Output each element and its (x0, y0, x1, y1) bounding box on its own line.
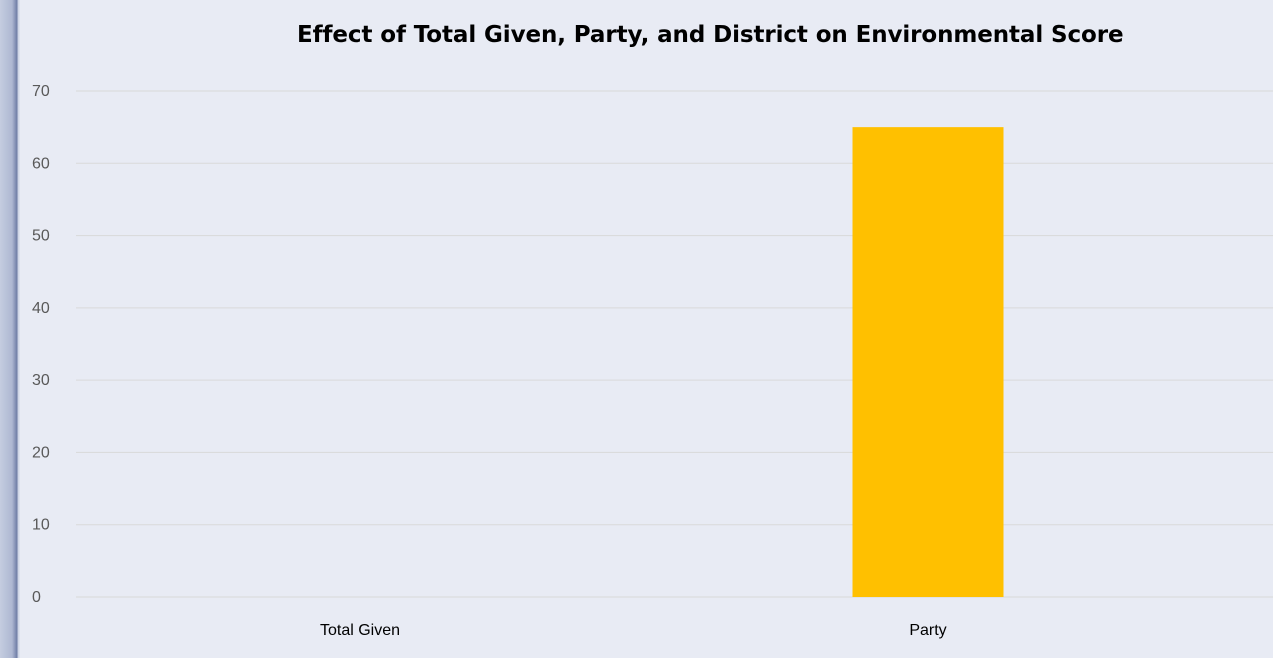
gridlines (76, 90, 1273, 598)
y-tick-label: 20 (32, 444, 50, 461)
x-category-label: Total Given (320, 622, 400, 639)
y-axis-ticks: 0 10 20 30 40 50 60 70 (32, 83, 50, 606)
y-tick-label: 50 (32, 228, 50, 245)
bar-party (852, 127, 1004, 598)
window-left-border (0, 0, 20, 658)
y-tick-label: 30 (32, 372, 50, 389)
y-tick-label: 70 (32, 83, 50, 100)
x-category-label: Party (909, 622, 946, 639)
y-tick-label: 10 (32, 517, 50, 534)
bars (852, 127, 1004, 598)
y-tick-label: 60 (32, 155, 50, 172)
y-tick-label: 40 (32, 300, 50, 317)
y-tick-label: 0 (32, 589, 41, 606)
chart-title: Effect of Total Given, Party, and Distri… (297, 22, 1124, 48)
x-axis-categories: Total GivenPartyDistrict (320, 622, 947, 639)
